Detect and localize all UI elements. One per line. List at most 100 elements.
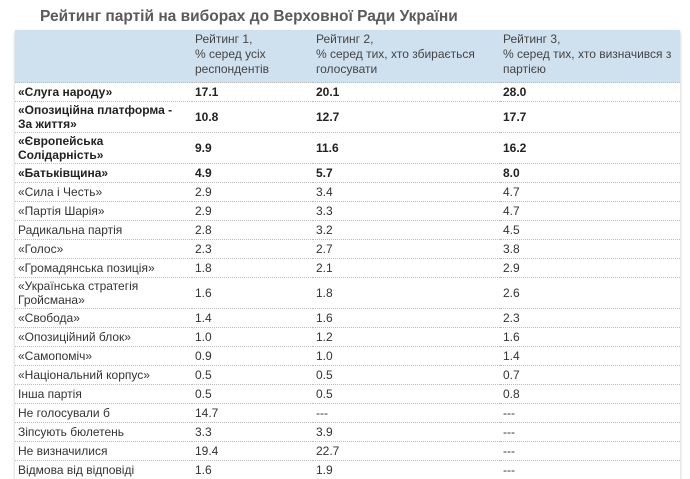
rating-1-value: 4.9: [192, 164, 313, 183]
party-name: «Партія Шарія»: [15, 202, 192, 221]
rating-2-value: ---: [313, 404, 500, 423]
rating-2-value: 1.0: [313, 347, 500, 366]
rating-2-value: 3.2: [313, 221, 500, 240]
rating-1-value: 1.6: [192, 278, 313, 309]
rating-1-value: 0.5: [192, 366, 313, 385]
rating-1-value: 1.0: [192, 328, 313, 347]
rating-3-value: 2.6: [500, 278, 680, 309]
rating-3-value: 0.8: [500, 385, 680, 404]
party-name: «Європейська Солідарність»: [15, 133, 192, 164]
rating-3-value: 3.8: [500, 240, 680, 259]
rating-3-value: 8.0: [500, 164, 680, 183]
party-name: «Батьківщина»: [15, 164, 192, 183]
rating-2-value: 1.6: [313, 309, 500, 328]
party-name: Зіпсують бюлетень: [15, 423, 192, 442]
rating-3-value: ---: [500, 423, 680, 442]
rating-1-value: 2.3: [192, 240, 313, 259]
rating-2-value: 20.1: [313, 83, 500, 102]
rating-3-value: 2.9: [500, 259, 680, 278]
header-line: % серед тих, хто визначився з: [503, 47, 671, 61]
party-name: «Національний корпус»: [15, 366, 192, 385]
rating-3-value: 2.3: [500, 309, 680, 328]
rating-3-value: 4.7: [500, 183, 680, 202]
rating-1-value: 17.1: [192, 83, 313, 102]
party-name: «Опозиційний блок»: [15, 328, 192, 347]
rating-3-value: ---: [500, 442, 680, 461]
party-name: «Опозиційна платформа - За життя»: [15, 102, 192, 133]
rating-1-value: 1.8: [192, 259, 313, 278]
rating-2-value: 1.9: [313, 461, 500, 479]
rating-3-value: 16.2: [500, 133, 680, 164]
rating-2-value: 22.7: [313, 442, 500, 461]
rating-2-value: 3.3: [313, 202, 500, 221]
rating-1-value: 19.4: [192, 442, 313, 461]
table-title: Рейтинг партій на виборах до Верховної Р…: [40, 8, 458, 26]
rating-2-value: 0.5: [313, 366, 500, 385]
rating-3-value: ---: [500, 404, 680, 423]
header-line: % серед тих, хто збирається: [316, 47, 475, 61]
rating-2-value: 11.6: [313, 133, 500, 164]
rating-1-value: 10.8: [192, 102, 313, 133]
rating-3-value: 1.4: [500, 347, 680, 366]
rating-2-value: 1.8: [313, 278, 500, 309]
rating-2-value: 2.7: [313, 240, 500, 259]
rating-1-value: 2.9: [192, 183, 313, 202]
rating-1-value: 0.9: [192, 347, 313, 366]
rating-2-value: 2.1: [313, 259, 500, 278]
rating-3-value: 0.7: [500, 366, 680, 385]
party-name: Не визначилися: [15, 442, 192, 461]
header-line: Рейтинг 2,: [316, 32, 373, 46]
rating-1-value: 1.6: [192, 461, 313, 479]
rating-1-value: 9.9: [192, 133, 313, 164]
party-name: «Українська стратегія Гройсмана»: [15, 278, 192, 309]
party-name: «Сила і Честь»: [15, 183, 192, 202]
party-name: «Голос»: [15, 240, 192, 259]
rating-3-value: 4.5: [500, 221, 680, 240]
party-name: «Свобода»: [15, 309, 192, 328]
party-name: «Громадянська позиція»: [15, 259, 192, 278]
rating-1-value: 2.9: [192, 202, 313, 221]
rating-2-value: 0.5: [313, 385, 500, 404]
party-name: Не голосували б: [15, 404, 192, 423]
rating-1-value: 2.8: [192, 221, 313, 240]
header-line: Рейтинг 1,: [195, 32, 252, 46]
rating-1-value: 1.4: [192, 309, 313, 328]
rating-3-value: ---: [500, 461, 680, 479]
party-name: «Слуга народу»: [15, 83, 192, 102]
rating-3-value: 28.0: [500, 83, 680, 102]
rating-2-value: 12.7: [313, 102, 500, 133]
rating-2-value: 3.4: [313, 183, 500, 202]
rating-3-value: 4.7: [500, 202, 680, 221]
rating-3-value: 17.7: [500, 102, 680, 133]
header-line: % серед усіх: [195, 47, 266, 61]
header-line: партією: [503, 62, 546, 76]
party-name: Радикальна партія: [15, 221, 192, 240]
header-line: голосувати: [316, 62, 377, 76]
party-name: «Самопоміч»: [15, 347, 192, 366]
party-name: Інша партія: [15, 385, 192, 404]
rating-1-value: 0.5: [192, 385, 313, 404]
